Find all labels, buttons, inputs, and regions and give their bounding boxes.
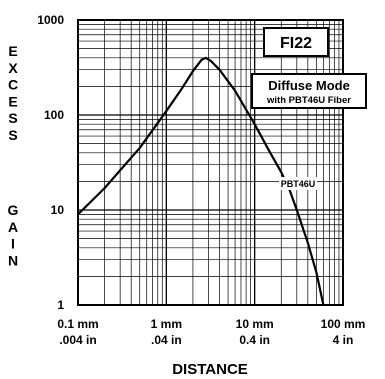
data-point	[288, 189, 291, 192]
x-tick-label-in: .04 in	[151, 333, 182, 347]
grid-lines	[78, 20, 343, 305]
data-point	[269, 151, 272, 154]
y-tick-label: 100	[44, 108, 64, 122]
data-point	[192, 70, 194, 72]
y-axis-title-letter: G	[8, 202, 19, 218]
data-point	[103, 187, 106, 190]
y-axis-title-letter: N	[8, 252, 18, 268]
data-point	[200, 59, 203, 61]
data-point	[165, 110, 168, 112]
x-tick-label-in: 0.4 in	[239, 333, 270, 347]
data-point	[77, 213, 79, 216]
data-point	[180, 87, 183, 90]
data-point	[204, 56, 207, 59]
x-tick-label-mm: 100 mm	[321, 317, 366, 331]
y-tick-label: 1000	[37, 13, 64, 27]
data-point	[306, 242, 309, 244]
x-tick-label-in: .004 in	[59, 333, 96, 347]
data-point	[138, 147, 141, 149]
y-axis-title-letter: X	[8, 60, 18, 76]
x-tick-label-mm: 1 mm	[151, 317, 182, 331]
subtitle-box: Diffuse Mode with PBT46U Fiber	[251, 73, 367, 109]
plot-frame	[77, 19, 344, 306]
y-tick-label: 1	[57, 298, 64, 312]
data-series-layer	[76, 56, 325, 307]
y-axis-title-letter: I	[11, 236, 15, 252]
data-point	[315, 271, 318, 274]
series-label-background	[279, 177, 317, 190]
series-label-group: PBT46U	[279, 177, 317, 190]
data-point	[218, 68, 221, 71]
y-axis-title-letter: S	[8, 127, 17, 143]
data-point	[210, 60, 212, 62]
subtitle-box-frame	[251, 73, 367, 109]
title-box: FI22	[263, 27, 329, 57]
x-tick-label-in: 4 in	[333, 333, 354, 347]
y-axis-title-letter: E	[8, 93, 17, 109]
data-point	[234, 89, 236, 92]
plot-frame-group	[77, 19, 344, 306]
data-point	[295, 209, 298, 211]
title-box-frame	[263, 27, 329, 57]
x-tick-label-mm: 10 mm	[236, 317, 274, 331]
y-axis-title-letter: C	[8, 77, 18, 93]
y-tick-label: 10	[51, 203, 65, 217]
chart-subtitle-detail: with PBT46U Fiber	[266, 95, 351, 106]
chart-subtitle: Diffuse Mode	[268, 78, 350, 93]
y-axis-title-letter: A	[8, 219, 18, 235]
y-axis-title-letter: E	[8, 43, 17, 59]
chart-title: FI22	[280, 35, 312, 52]
data-point	[253, 123, 256, 126]
x-axis-title: DISTANCE	[172, 361, 248, 378]
tick-labels: 0.1 mm .004 in 1 mm .04 in 10 mm 0.4 in 100 mm…	[37, 13, 365, 347]
data-point	[280, 171, 283, 174]
x-tick-label-mm: 0.1 mm	[57, 317, 98, 331]
data-point	[322, 304, 325, 306]
series-label: PBT46U	[281, 179, 316, 189]
y-axis-title-letter: S	[8, 110, 17, 126]
